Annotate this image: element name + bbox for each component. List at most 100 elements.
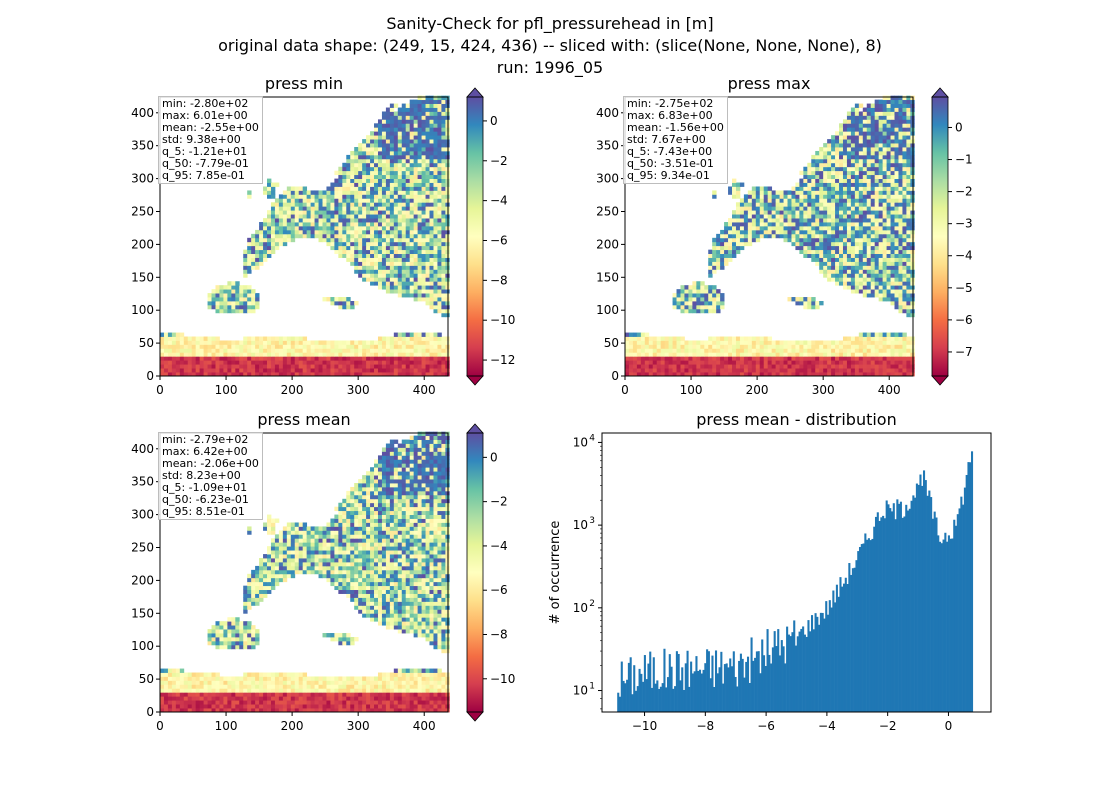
heatmap-cell	[898, 154, 903, 160]
y-tick-label: 350	[596, 139, 619, 153]
heatmap-cell	[858, 348, 864, 353]
heatmap-cell	[811, 368, 816, 373]
heatmap-cell	[898, 360, 903, 365]
heatmap-cell	[890, 182, 895, 187]
heatmap-cell	[890, 368, 895, 373]
heatmap-cell	[405, 139, 411, 144]
heatmap-cell	[688, 372, 693, 377]
heatmap-cell	[712, 300, 717, 306]
heatmap-cell	[215, 368, 220, 373]
heatmap-cell	[286, 336, 292, 341]
heatmap-cell	[441, 237, 446, 243]
heatmap-cell	[326, 344, 331, 349]
heatmap-cell	[815, 190, 820, 195]
heatmap-cell	[326, 202, 331, 207]
heatmap-cell	[413, 139, 419, 144]
heatmap-cell	[366, 135, 371, 140]
heatmap-cell	[668, 372, 673, 377]
heatmap-cell	[803, 174, 808, 179]
heatmap-cell	[842, 269, 848, 274]
heatmap-cell	[720, 352, 725, 357]
heatmap-cell	[874, 233, 880, 239]
heatmap-cell	[346, 257, 351, 262]
heatmap-cell	[401, 265, 407, 270]
heatmap-cell	[739, 214, 745, 219]
heatmap-cell	[839, 360, 844, 365]
heatmap-cell	[878, 241, 884, 247]
heatmap-cell	[625, 352, 630, 357]
heatmap-cell	[787, 190, 792, 195]
heatmap-cell	[846, 190, 852, 195]
heatmap-cell	[274, 245, 280, 251]
heatmap-cell	[350, 174, 355, 179]
heatmap-cell	[247, 261, 252, 266]
heatmap-cell	[413, 348, 419, 353]
heatmap-cell	[346, 297, 351, 302]
heatmap-cell	[684, 289, 689, 294]
heatmap-cell	[775, 190, 780, 195]
heatmap-cell	[767, 352, 773, 357]
heatmap-cell	[417, 285, 422, 290]
heatmap-cell	[724, 253, 729, 258]
heatmap-cell	[815, 233, 820, 239]
heatmap-cell	[874, 158, 880, 164]
heatmap-cell	[886, 99, 891, 104]
heatmap-cell	[263, 237, 268, 243]
heatmap-cell	[389, 336, 395, 341]
heatmap-cell	[405, 277, 411, 282]
heatmap-cell	[846, 178, 852, 183]
heatmap-cell	[286, 237, 292, 243]
heatmap-cell	[898, 190, 903, 195]
heatmap-cell	[389, 249, 395, 255]
heatmap-cell	[724, 257, 729, 262]
heatmap-cell	[318, 229, 323, 235]
heatmap-cell	[370, 194, 375, 199]
heatmap-cell	[362, 162, 367, 168]
heatmap-cell	[807, 218, 812, 223]
heatmap-cell	[227, 368, 232, 373]
heatmap-cell	[858, 372, 864, 377]
heatmap-cell	[401, 131, 407, 136]
heatmap-cell	[401, 340, 407, 345]
heatmap-cell	[672, 304, 677, 310]
heatmap-cell	[850, 107, 856, 112]
heatmap-cell	[219, 304, 224, 310]
heatmap-cell	[393, 225, 399, 231]
heatmap-cell	[850, 222, 856, 227]
heatmap-cell	[286, 360, 292, 365]
heatmap-cell	[267, 222, 272, 227]
heatmap-cell	[393, 356, 399, 361]
heatmap-cell	[389, 253, 395, 258]
heatmap-cell	[326, 214, 331, 219]
heatmap-cell	[417, 178, 422, 183]
heatmap-cell	[743, 372, 749, 377]
heatmap-cell	[334, 344, 339, 349]
heatmap-cell	[874, 150, 880, 156]
heatmap-cell	[286, 348, 292, 353]
heatmap-cell	[870, 237, 876, 243]
heatmap-cell	[381, 186, 387, 191]
heatmap-cell	[815, 162, 820, 168]
heatmap-cell	[227, 293, 232, 298]
heatmap-cell	[270, 237, 276, 243]
heatmap-cell	[902, 241, 907, 247]
heatmap-cell	[902, 356, 907, 361]
heatmap-cell	[874, 210, 880, 215]
heatmap-cell	[441, 186, 446, 191]
heatmap-cell	[862, 281, 868, 286]
heatmap-cell	[803, 368, 808, 373]
heatmap-cell	[437, 304, 442, 310]
heatmap-cell	[858, 249, 864, 255]
heatmap-cell	[223, 360, 228, 365]
heatmap-cell	[684, 304, 689, 310]
heatmap-cell	[191, 708, 197, 713]
heatmap-cell	[259, 222, 264, 227]
heatmap-cell	[668, 352, 673, 357]
heatmap-cell	[405, 123, 411, 128]
heatmap-cell	[672, 360, 677, 365]
heatmap-cell	[783, 206, 788, 211]
heatmap-cell	[763, 194, 769, 199]
heatmap-cell	[377, 352, 383, 357]
heatmap-cell	[314, 704, 319, 709]
